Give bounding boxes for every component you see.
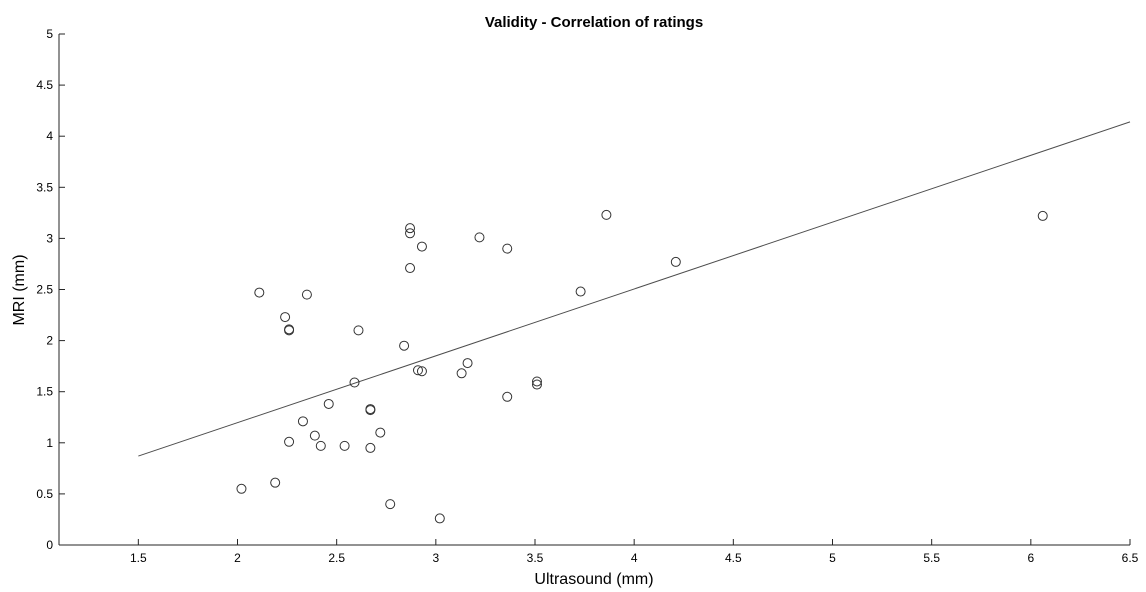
x-tick-label: 5 [829,551,836,565]
data-point [405,228,416,239]
data-point [323,398,334,409]
data-point [309,430,320,441]
data-point [405,263,416,274]
data-point [339,440,350,451]
data-point [531,379,542,390]
axes: 1.5 2 2.5 3 3.5 4 4.5 5 5.5 6 6.5 0 0.5 1 1.5 2 2.5 3 3.5 4… [36,27,1138,565]
y-tick-label: 3 [46,231,53,245]
points-layer [236,209,1048,524]
x-tick-label: 1.5 [130,551,147,565]
regression-line [138,121,1131,457]
x-tick-label: 2 [234,551,241,565]
data-point [601,209,612,220]
data-point [670,256,681,267]
data-point [280,312,291,323]
data-point [353,325,364,336]
x-tick-label: 5.5 [923,551,940,565]
data-point [236,483,247,494]
data-point [315,440,326,451]
y-tick-label: 0 [46,538,53,552]
fit-line-layer [138,121,1131,457]
y-tick-label: 5 [46,27,53,41]
data-point [416,366,427,377]
y-tick-label: 2 [46,334,53,348]
x-tick-label: 3 [432,551,439,565]
data-point [365,405,376,416]
data-point [434,513,445,524]
data-point [462,358,473,369]
data-point [405,223,416,234]
data-point [254,287,265,298]
x-tick-label: 6 [1027,551,1034,565]
data-point [1037,210,1048,221]
y-tick-label: 3.5 [36,180,53,194]
data-point [349,377,360,388]
data-point [575,286,586,297]
data-point [301,289,312,300]
data-point [502,243,513,254]
x-tick-label: 2.5 [328,551,345,565]
data-point [284,325,295,336]
chart-title: Validity - Correlation of ratings [485,14,703,31]
y-tick-label: 4 [46,129,53,143]
x-axis-title: Ultrasound (mm) [534,571,653,588]
y-tick-label: 1.5 [36,385,53,399]
x-tick-label: 6.5 [1122,551,1139,565]
data-point [531,376,542,387]
data-point [502,391,513,402]
y-axis-title: MRI (mm) [11,254,28,325]
data-point [412,365,423,376]
data-point [456,368,467,379]
data-point [365,442,376,453]
y-tick-label: 2.5 [36,283,53,297]
data-point [474,232,485,243]
x-tick-label: 4.5 [725,551,742,565]
data-point [270,477,281,488]
y-tick-label: 4.5 [36,78,53,92]
y-tick-label: 0.5 [36,487,53,501]
data-point [416,241,427,252]
x-tick-label: 4 [631,551,638,565]
y-tick-label: 1 [46,436,53,450]
data-point [284,436,295,447]
data-point [297,416,308,427]
data-point [375,427,386,438]
data-point [385,499,396,510]
x-tick-label: 3.5 [527,551,544,565]
data-point [399,340,410,351]
